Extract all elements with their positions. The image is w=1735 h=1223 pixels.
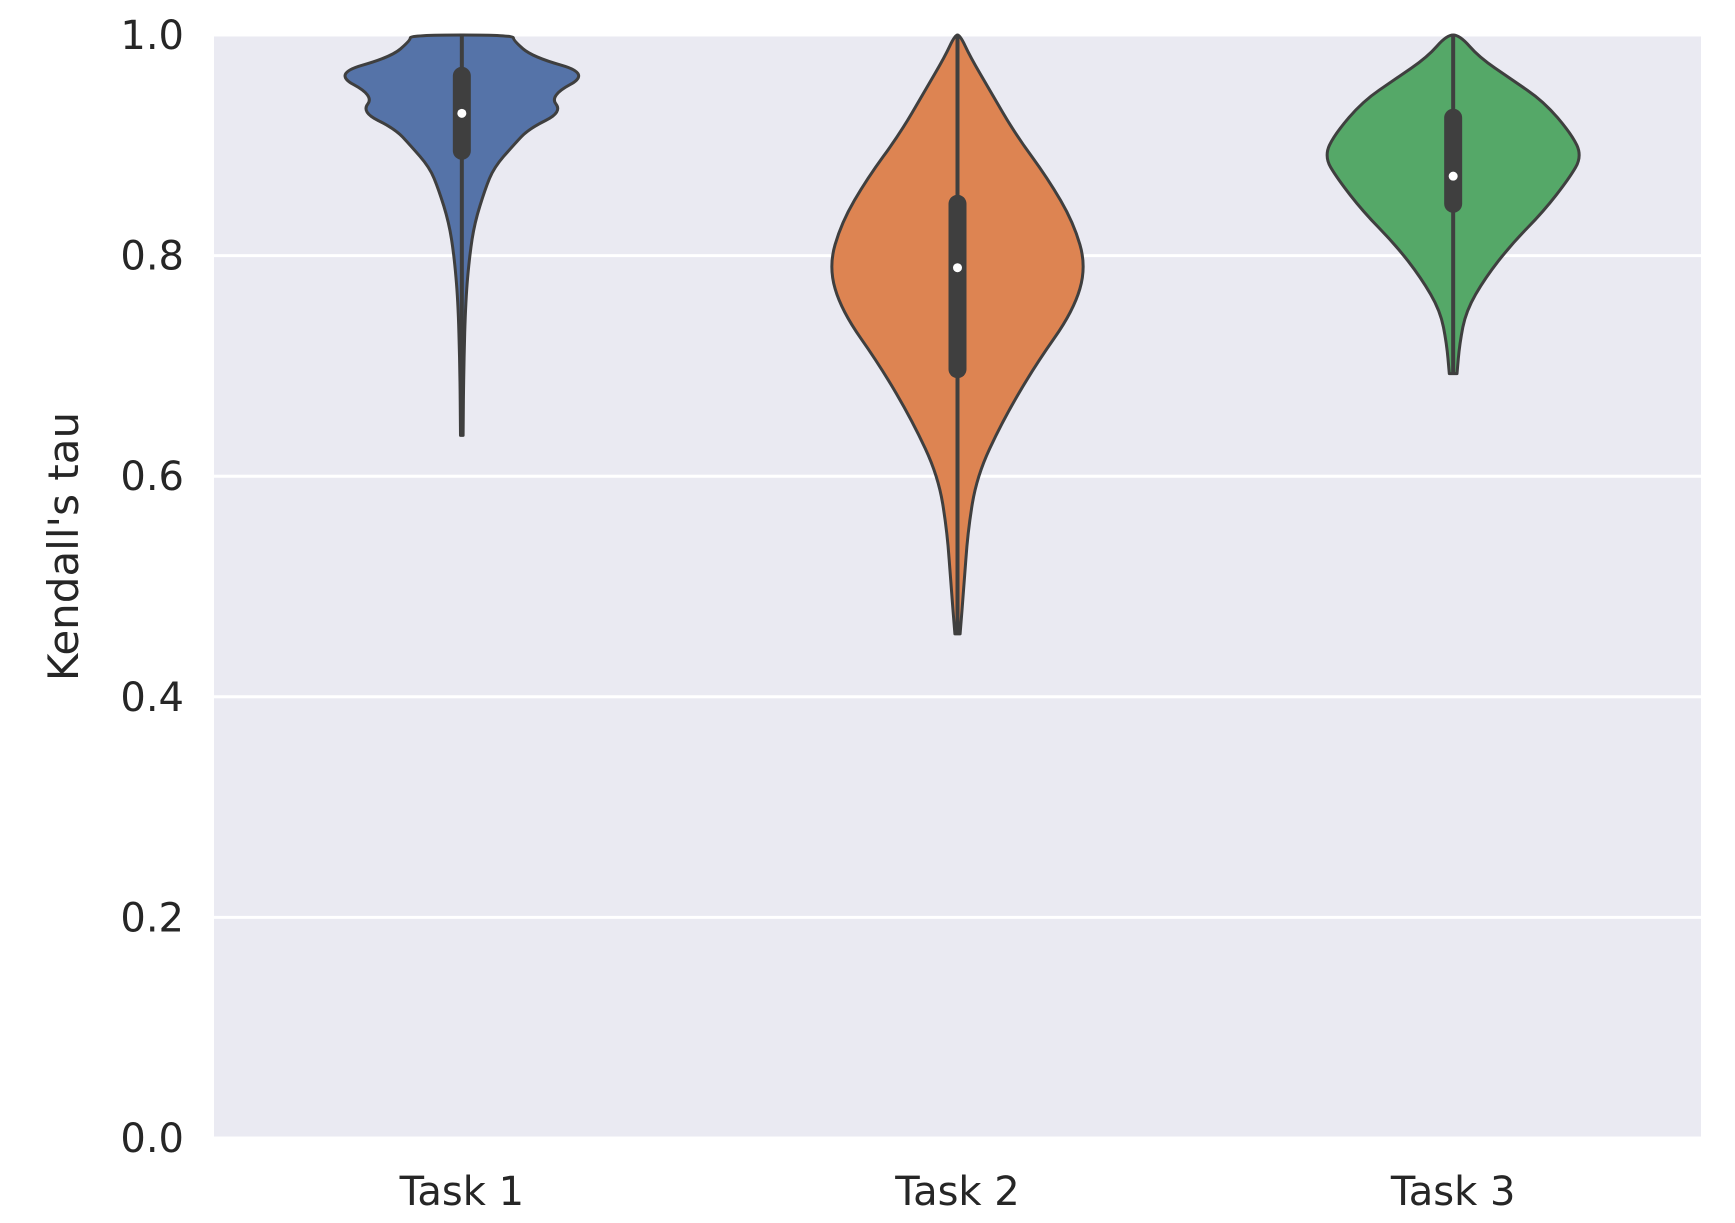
y-axis-label: Kendall's tau xyxy=(39,412,88,681)
violin-2 xyxy=(830,33,1085,636)
y-tick-label: 0.8 xyxy=(120,234,184,280)
x-tick-label: Task 3 xyxy=(1390,1169,1516,1215)
y-tick-label: 0.0 xyxy=(120,1116,184,1162)
violin-1 xyxy=(343,33,581,437)
y-tick-label: 0.6 xyxy=(120,454,184,500)
y-tick-labels: 0.0 0.2 0.4 0.6 0.8 1.0 xyxy=(120,13,184,1162)
violin-median-dot xyxy=(457,108,467,118)
violins xyxy=(343,33,1581,636)
x-tick-labels: Task 1 Task 2 Task 3 xyxy=(399,1169,1516,1215)
violin-3 xyxy=(1325,33,1581,376)
x-tick-label: Task 2 xyxy=(894,1169,1020,1215)
y-tick-label: 0.2 xyxy=(120,895,184,941)
x-tick-label: Task 1 xyxy=(399,1169,525,1215)
violin-median-dot xyxy=(953,263,962,273)
violin-median-dot xyxy=(1448,171,1458,181)
y-tick-label: 0.4 xyxy=(120,675,184,721)
y-tick-label: 1.0 xyxy=(120,13,184,59)
